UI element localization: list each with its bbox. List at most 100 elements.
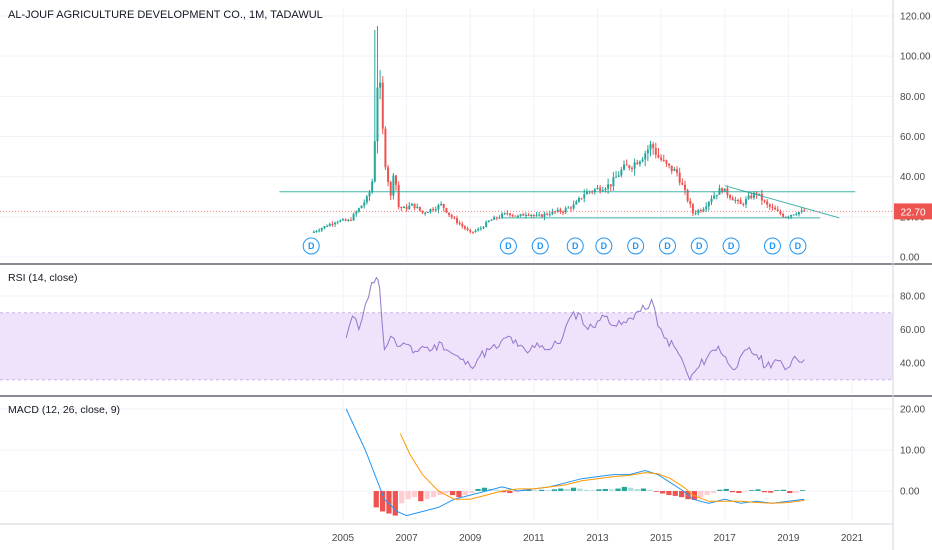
time-axis-tick-label: 2005 — [332, 533, 355, 544]
candle-body — [699, 210, 702, 212]
dividend-badge-label: D — [664, 241, 671, 251]
time-axis-tick-label: 2015 — [650, 533, 673, 544]
candle-body — [633, 162, 636, 169]
candle-body — [601, 190, 604, 192]
dividend-badge[interactable] — [499, 237, 517, 255]
candle-body — [514, 215, 517, 217]
candle-body — [766, 201, 769, 205]
dividend-badge-label: D — [728, 241, 735, 251]
candle-body — [792, 214, 795, 216]
macd-histogram-bar — [755, 489, 761, 491]
candle-body — [365, 196, 368, 203]
chart-title: AL-JOUF AGRICULTURE DEVELOPMENT CO., 1M,… — [8, 9, 323, 21]
candle-body — [607, 184, 610, 189]
candle-body — [593, 189, 596, 192]
candle-body — [495, 217, 498, 219]
dividend-badge[interactable] — [722, 237, 740, 255]
dividend-badge[interactable] — [658, 237, 676, 255]
candle-body — [691, 204, 694, 214]
candle-body — [575, 201, 578, 205]
time-axis-tick-label: 2009 — [459, 533, 482, 544]
time-axis-tick-label: 2021 — [841, 533, 864, 544]
macd-histogram-bar — [507, 491, 513, 494]
dividend-badge[interactable] — [789, 237, 807, 255]
time-axis-tick-label: 2013 — [586, 533, 609, 544]
candle-body — [707, 202, 710, 207]
macd-histogram-bar — [570, 487, 577, 491]
candle-body — [694, 213, 697, 215]
rsi-band — [0, 312, 893, 380]
candle-body — [731, 197, 734, 201]
dividend-badge[interactable] — [627, 237, 645, 255]
macd-histogram-bar — [411, 491, 418, 498]
candle-body — [432, 208, 435, 211]
macd-histogram-bar — [621, 486, 628, 491]
candle-body — [689, 200, 692, 205]
candle-body — [771, 206, 774, 208]
candle-body — [530, 214, 533, 216]
macd-histogram-bar — [539, 489, 545, 491]
candle-body — [713, 195, 716, 199]
candle-body — [710, 198, 713, 203]
dividend-badge[interactable] — [595, 237, 613, 255]
candle-body — [569, 207, 572, 209]
macd-histogram-bar — [456, 491, 462, 498]
macd-line — [345, 408, 805, 517]
dividend-badge[interactable] — [302, 237, 320, 255]
candle-body — [352, 214, 355, 221]
candle-body — [625, 164, 628, 166]
trend-line[interactable] — [724, 185, 840, 219]
candle-body — [471, 231, 474, 233]
macd-histogram-bar — [768, 491, 774, 493]
dividend-badge[interactable] — [566, 237, 584, 255]
candle-body — [315, 231, 318, 233]
candle-body — [469, 229, 472, 232]
macd-histogram-bar — [761, 491, 767, 493]
candle-body — [797, 212, 800, 215]
macd-histogram-bar — [729, 491, 736, 493]
candle-body — [697, 210, 700, 214]
candle-body — [527, 214, 530, 216]
candle-body — [641, 159, 644, 162]
candle-body — [328, 223, 331, 227]
candle-body — [379, 82, 382, 88]
candle-body — [790, 214, 793, 217]
candle-body — [567, 207, 570, 209]
time-axis-tick-label: 2019 — [777, 533, 800, 544]
candle-body — [474, 230, 477, 232]
macd-histogram-bar — [698, 491, 704, 498]
dividend-badge[interactable] — [690, 237, 708, 255]
dividend-badge[interactable] — [531, 237, 549, 255]
candle-body — [371, 181, 374, 193]
candle-body — [615, 176, 618, 178]
candle-body — [734, 199, 737, 201]
time-axis-tick-label: 2011 — [523, 533, 545, 544]
macd-histogram-bar — [787, 491, 793, 494]
candle-body — [723, 188, 726, 193]
macd-histogram-bar — [589, 490, 596, 491]
candle-body — [445, 208, 448, 213]
candle-body — [387, 167, 390, 182]
candle-body — [543, 213, 546, 217]
rsi-axis-tick-label: 40.00 — [900, 359, 925, 370]
candle-body — [681, 182, 684, 185]
candle-body — [347, 219, 350, 221]
candle-body — [604, 188, 607, 191]
candle-body — [323, 226, 326, 229]
candle-body — [368, 192, 371, 197]
candle-body — [357, 208, 360, 212]
candle-body — [760, 193, 763, 201]
candle-body — [572, 204, 575, 209]
dividend-badge[interactable] — [763, 237, 781, 255]
macd-histogram-bar — [392, 491, 398, 516]
candle-body — [312, 231, 315, 233]
candle-body — [787, 216, 790, 218]
candle-body — [463, 226, 466, 229]
candle-body — [742, 204, 745, 206]
candle-body — [326, 226, 329, 228]
candle-body — [652, 144, 655, 148]
candle-body — [493, 217, 496, 220]
rsi-title: RSI (14, close) — [8, 272, 77, 284]
candle-body — [670, 165, 673, 172]
